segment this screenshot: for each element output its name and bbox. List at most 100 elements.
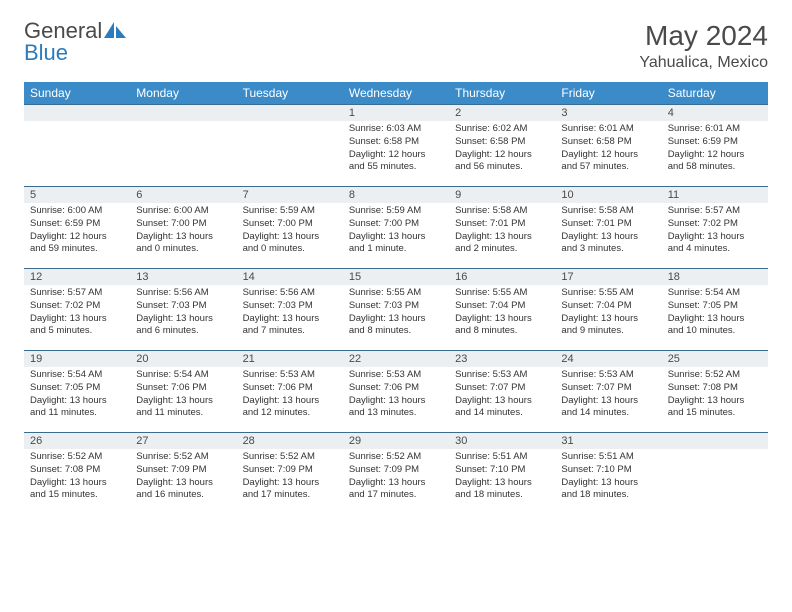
calendar-empty-cell	[662, 433, 768, 515]
day-number: 15	[343, 269, 449, 285]
calendar-day-cell: 26Sunrise: 5:52 AMSunset: 7:08 PMDayligh…	[24, 433, 130, 515]
day-details: Sunrise: 6:03 AMSunset: 6:58 PMDaylight:…	[343, 121, 449, 178]
day-details: Sunrise: 5:57 AMSunset: 7:02 PMDaylight:…	[662, 203, 768, 260]
calendar-day-cell: 3Sunrise: 6:01 AMSunset: 6:58 PMDaylight…	[555, 105, 661, 187]
day-details: Sunrise: 5:51 AMSunset: 7:10 PMDaylight:…	[555, 449, 661, 506]
day-number: 5	[24, 187, 130, 203]
calendar-day-cell: 29Sunrise: 5:52 AMSunset: 7:09 PMDayligh…	[343, 433, 449, 515]
day-details: Sunrise: 5:52 AMSunset: 7:08 PMDaylight:…	[24, 449, 130, 506]
day-number: 30	[449, 433, 555, 449]
day-number: 17	[555, 269, 661, 285]
calendar-week-row: 1Sunrise: 6:03 AMSunset: 6:58 PMDaylight…	[24, 105, 768, 187]
calendar-week-row: 5Sunrise: 6:00 AMSunset: 6:59 PMDaylight…	[24, 187, 768, 269]
weekday-header: Sunday	[24, 82, 130, 105]
calendar-day-cell: 14Sunrise: 5:56 AMSunset: 7:03 PMDayligh…	[237, 269, 343, 351]
weekday-header: Tuesday	[237, 82, 343, 105]
calendar-page: GeneralBlue May 2024 Yahualica, Mexico S…	[0, 0, 792, 612]
weekday-row: SundayMondayTuesdayWednesdayThursdayFrid…	[24, 82, 768, 105]
calendar-day-cell: 8Sunrise: 5:59 AMSunset: 7:00 PMDaylight…	[343, 187, 449, 269]
calendar-day-cell: 10Sunrise: 5:58 AMSunset: 7:01 PMDayligh…	[555, 187, 661, 269]
day-number-empty	[662, 433, 768, 449]
weekday-header: Friday	[555, 82, 661, 105]
day-details: Sunrise: 6:02 AMSunset: 6:58 PMDaylight:…	[449, 121, 555, 178]
day-number: 11	[662, 187, 768, 203]
day-number-empty	[237, 105, 343, 121]
calendar-day-cell: 19Sunrise: 5:54 AMSunset: 7:05 PMDayligh…	[24, 351, 130, 433]
day-number: 8	[343, 187, 449, 203]
calendar-day-cell: 1Sunrise: 6:03 AMSunset: 6:58 PMDaylight…	[343, 105, 449, 187]
day-details: Sunrise: 5:51 AMSunset: 7:10 PMDaylight:…	[449, 449, 555, 506]
day-details: Sunrise: 5:53 AMSunset: 7:07 PMDaylight:…	[449, 367, 555, 424]
calendar-day-cell: 20Sunrise: 5:54 AMSunset: 7:06 PMDayligh…	[130, 351, 236, 433]
day-number: 26	[24, 433, 130, 449]
calendar-day-cell: 28Sunrise: 5:52 AMSunset: 7:09 PMDayligh…	[237, 433, 343, 515]
day-details: Sunrise: 5:56 AMSunset: 7:03 PMDaylight:…	[130, 285, 236, 342]
calendar-day-cell: 11Sunrise: 5:57 AMSunset: 7:02 PMDayligh…	[662, 187, 768, 269]
day-number: 14	[237, 269, 343, 285]
day-number: 25	[662, 351, 768, 367]
calendar-body: 1Sunrise: 6:03 AMSunset: 6:58 PMDaylight…	[24, 105, 768, 515]
calendar-day-cell: 6Sunrise: 6:00 AMSunset: 7:00 PMDaylight…	[130, 187, 236, 269]
day-details: Sunrise: 5:52 AMSunset: 7:09 PMDaylight:…	[237, 449, 343, 506]
day-details: Sunrise: 6:01 AMSunset: 6:58 PMDaylight:…	[555, 121, 661, 178]
day-number: 23	[449, 351, 555, 367]
calendar-day-cell: 23Sunrise: 5:53 AMSunset: 7:07 PMDayligh…	[449, 351, 555, 433]
day-details: Sunrise: 6:01 AMSunset: 6:59 PMDaylight:…	[662, 121, 768, 178]
day-details: Sunrise: 5:58 AMSunset: 7:01 PMDaylight:…	[449, 203, 555, 260]
day-number: 18	[662, 269, 768, 285]
day-number: 9	[449, 187, 555, 203]
calendar-day-cell: 4Sunrise: 6:01 AMSunset: 6:59 PMDaylight…	[662, 105, 768, 187]
day-details: Sunrise: 5:57 AMSunset: 7:02 PMDaylight:…	[24, 285, 130, 342]
day-details: Sunrise: 5:55 AMSunset: 7:03 PMDaylight:…	[343, 285, 449, 342]
brand-part2: Blue	[24, 40, 68, 65]
calendar-empty-cell	[237, 105, 343, 187]
header: GeneralBlue May 2024 Yahualica, Mexico	[24, 20, 768, 72]
calendar-week-row: 12Sunrise: 5:57 AMSunset: 7:02 PMDayligh…	[24, 269, 768, 351]
calendar-day-cell: 7Sunrise: 5:59 AMSunset: 7:00 PMDaylight…	[237, 187, 343, 269]
month-title: May 2024	[639, 20, 768, 52]
day-number: 4	[662, 105, 768, 121]
day-number: 1	[343, 105, 449, 121]
day-number: 12	[24, 269, 130, 285]
day-details: Sunrise: 5:59 AMSunset: 7:00 PMDaylight:…	[237, 203, 343, 260]
sail-icon	[104, 20, 126, 36]
day-number: 7	[237, 187, 343, 203]
calendar-day-cell: 31Sunrise: 5:51 AMSunset: 7:10 PMDayligh…	[555, 433, 661, 515]
calendar-day-cell: 18Sunrise: 5:54 AMSunset: 7:05 PMDayligh…	[662, 269, 768, 351]
title-block: May 2024 Yahualica, Mexico	[639, 20, 768, 72]
calendar-week-row: 26Sunrise: 5:52 AMSunset: 7:08 PMDayligh…	[24, 433, 768, 515]
day-number: 13	[130, 269, 236, 285]
calendar-day-cell: 9Sunrise: 5:58 AMSunset: 7:01 PMDaylight…	[449, 187, 555, 269]
day-number: 24	[555, 351, 661, 367]
day-number: 21	[237, 351, 343, 367]
day-details: Sunrise: 5:52 AMSunset: 7:09 PMDaylight:…	[130, 449, 236, 506]
calendar-day-cell: 2Sunrise: 6:02 AMSunset: 6:58 PMDaylight…	[449, 105, 555, 187]
day-number-empty	[24, 105, 130, 121]
day-details: Sunrise: 5:54 AMSunset: 7:06 PMDaylight:…	[130, 367, 236, 424]
calendar-day-cell: 16Sunrise: 5:55 AMSunset: 7:04 PMDayligh…	[449, 269, 555, 351]
day-number: 16	[449, 269, 555, 285]
location-text: Yahualica, Mexico	[639, 54, 768, 72]
brand-logo: GeneralBlue	[24, 20, 126, 64]
day-details: Sunrise: 5:56 AMSunset: 7:03 PMDaylight:…	[237, 285, 343, 342]
calendar-week-row: 19Sunrise: 5:54 AMSunset: 7:05 PMDayligh…	[24, 351, 768, 433]
calendar-empty-cell	[130, 105, 236, 187]
calendar-day-cell: 24Sunrise: 5:53 AMSunset: 7:07 PMDayligh…	[555, 351, 661, 433]
calendar-empty-cell	[24, 105, 130, 187]
day-details: Sunrise: 6:00 AMSunset: 7:00 PMDaylight:…	[130, 203, 236, 260]
calendar-day-cell: 13Sunrise: 5:56 AMSunset: 7:03 PMDayligh…	[130, 269, 236, 351]
calendar-day-cell: 22Sunrise: 5:53 AMSunset: 7:06 PMDayligh…	[343, 351, 449, 433]
day-number: 29	[343, 433, 449, 449]
day-number-empty	[130, 105, 236, 121]
calendar-day-cell: 17Sunrise: 5:55 AMSunset: 7:04 PMDayligh…	[555, 269, 661, 351]
day-details: Sunrise: 5:54 AMSunset: 7:05 PMDaylight:…	[662, 285, 768, 342]
day-number: 27	[130, 433, 236, 449]
day-number: 2	[449, 105, 555, 121]
calendar-day-cell: 27Sunrise: 5:52 AMSunset: 7:09 PMDayligh…	[130, 433, 236, 515]
day-details: Sunrise: 5:53 AMSunset: 7:06 PMDaylight:…	[237, 367, 343, 424]
day-details: Sunrise: 5:53 AMSunset: 7:06 PMDaylight:…	[343, 367, 449, 424]
weekday-header: Thursday	[449, 82, 555, 105]
calendar-day-cell: 12Sunrise: 5:57 AMSunset: 7:02 PMDayligh…	[24, 269, 130, 351]
day-number: 3	[555, 105, 661, 121]
day-details: Sunrise: 5:55 AMSunset: 7:04 PMDaylight:…	[555, 285, 661, 342]
